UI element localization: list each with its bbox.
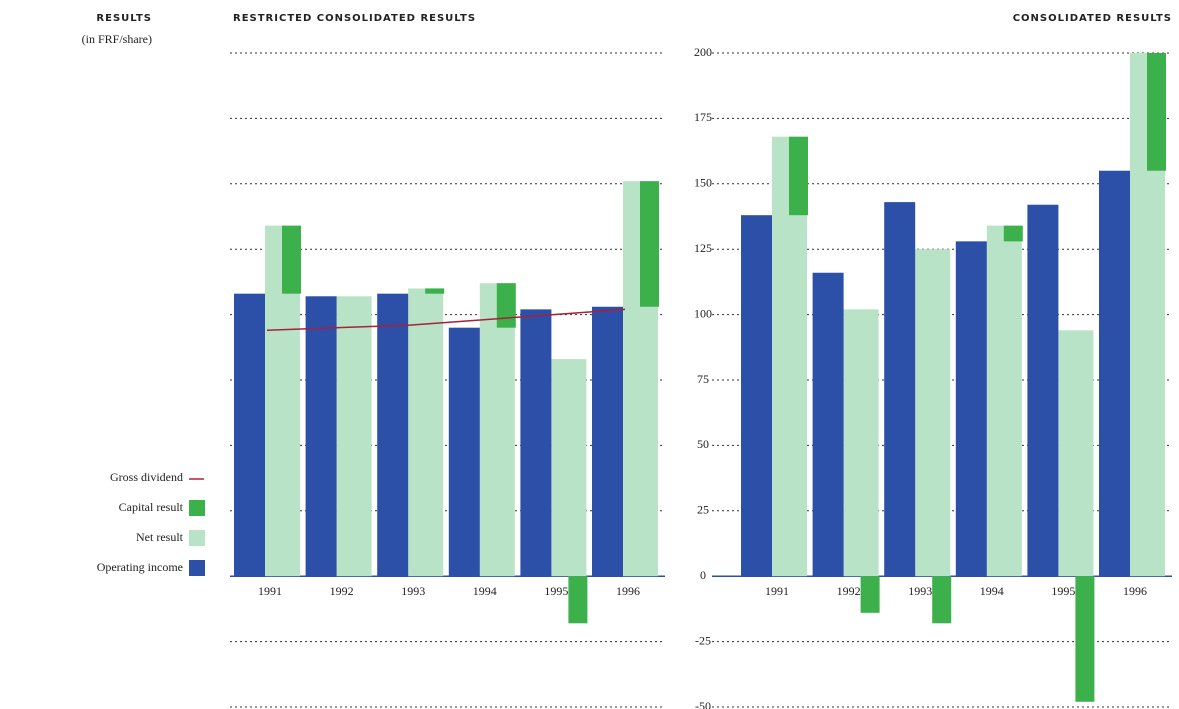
chart-title: CONSOLIDATED RESULTS [1013,13,1172,24]
bar-net [479,283,515,577]
x-tick-label: 1992 [330,584,354,598]
y-tick-label: 25 [697,503,709,517]
bar-operating [305,296,337,577]
bar-capital [496,283,516,328]
y-tick-label: 175 [694,110,712,124]
bar-capital [425,288,445,294]
bar-capital [789,136,808,216]
bar-operating [955,241,987,577]
bar-capital [932,576,952,624]
bar-operating [592,306,623,577]
bar-net [843,309,879,577]
x-tick-label: 1994 [980,584,1004,598]
legend-label: Operating income [97,560,183,574]
bar-net [336,296,372,577]
x-tick-label: 1991 [765,584,789,598]
x-tick-label: 1996 [616,584,640,598]
chart-title: RESTRICTED CONSOLIDATED RESULTS [233,13,476,24]
bar-capital [1075,576,1095,702]
x-tick-label: 1991 [258,584,282,598]
bar-capital [640,181,659,307]
y-tick-label: 75 [697,372,709,386]
bar-capital [568,576,588,624]
y-tick-label: 125 [694,241,712,255]
x-tick-label: 1994 [473,584,497,598]
x-tick-label: 1995 [544,584,568,598]
bar-net [1058,330,1094,577]
bar-net [915,249,951,577]
x-tick-label: 1992 [837,584,861,598]
bar-operating [234,293,265,577]
dividend-line [266,308,626,332]
bar-operating [520,309,552,577]
bar-operating [1027,204,1059,577]
x-tick-label: 1993 [401,584,425,598]
legend-label: Capital result [119,500,184,514]
bar-operating [1099,170,1130,577]
bar-operating [448,327,480,577]
legend-swatch [189,500,205,516]
bar-operating [741,215,772,577]
bar-operating [377,293,409,577]
bar-net [551,359,587,577]
x-tick-label: 1996 [1123,584,1147,598]
bar-net [408,288,444,577]
x-tick-label: 1995 [1051,584,1075,598]
legend-label: Net result [136,530,184,544]
bar-operating [812,272,844,577]
bar-capital [860,576,880,613]
bar-capital [1003,225,1023,242]
legend-label: Gross dividend [110,470,183,484]
bar-capital [282,225,301,294]
y-tick-label: -50 [695,699,711,709]
y-tick-label: 50 [697,437,709,451]
y-tick-label: 200 [694,45,712,59]
bar-net [986,225,1022,577]
y-tick-label: 150 [694,176,712,190]
legend-swatch [189,530,205,546]
legend-swatch [189,560,205,576]
bar-capital [1147,53,1166,171]
y-tick-label: 0 [700,568,706,582]
y-tick-label: -25 [695,633,711,647]
page-title: RESULTS [96,13,152,24]
x-tick-label: 1993 [908,584,932,598]
bar-operating [884,202,916,577]
page-subtitle: (in FRF/share) [82,32,152,46]
y-tick-label: 100 [694,306,712,320]
